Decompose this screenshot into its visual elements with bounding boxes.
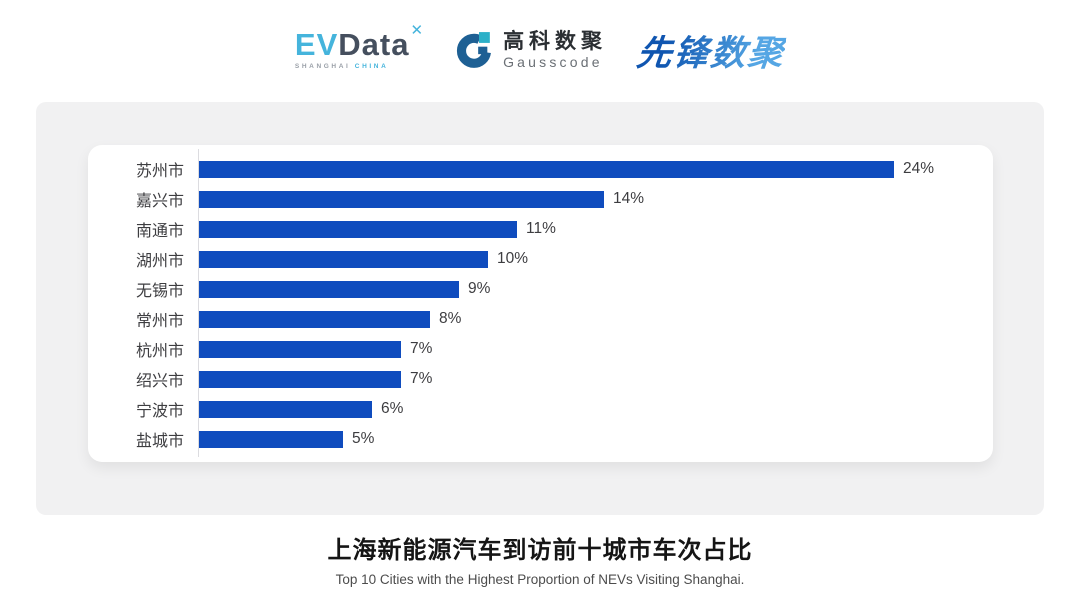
evdata-ev-text: EV: [294, 27, 339, 63]
category-label: 宁波市: [135, 403, 184, 420]
bar-track: 24%: [198, 154, 983, 184]
category-label: 湖州市: [135, 253, 184, 270]
evdata-data-text: Data: [338, 27, 410, 63]
category-label: 苏州市: [135, 163, 184, 180]
value-label: 5%: [352, 430, 375, 447]
evdata-subtext: SHANGHAI CHINA: [295, 64, 424, 71]
evdata-china-text: CHINA: [354, 63, 389, 71]
bar: [198, 190, 604, 208]
gausscode-text: 高科数聚 Gausscode: [503, 31, 607, 69]
bar-track: 9%: [198, 274, 983, 304]
value-label: 9%: [468, 280, 491, 297]
chart-card: 苏州市 24% 嘉兴市 14% 南通市 11% 湖州市 10% 无锡市 9% 常州市 8% 杭州市 7% 绍…: [88, 145, 993, 462]
bar: [198, 310, 430, 328]
gausscode-cn-label: 高科数聚: [503, 30, 608, 53]
bar: [198, 370, 401, 388]
value-label: 7%: [410, 340, 433, 357]
value-label: 8%: [439, 310, 462, 327]
bar-chart: 苏州市 24% 嘉兴市 14% 南通市 11% 湖州市 10% 无锡市 9% 常州市 8% 杭州市 7% 绍…: [88, 145, 993, 462]
bar-track: 11%: [198, 214, 983, 244]
bar: [198, 160, 894, 178]
chart-row: 宁波市 6%: [88, 394, 983, 424]
bar-track: 7%: [198, 364, 983, 394]
chart-title: 上海新能源汽车到访前十城市车次占比: [327, 537, 753, 564]
gausscode-en-label: Gausscode: [503, 54, 603, 70]
axis-line: [198, 149, 199, 457]
category-label: 嘉兴市: [135, 193, 184, 210]
footer: 上海新能源汽车到访前十城市车次占比 Top 10 Cities with the…: [0, 530, 1080, 587]
category-label: 南通市: [135, 223, 184, 240]
pioneer-logo: 先锋数聚: [634, 25, 787, 76]
value-label: 10%: [497, 250, 529, 267]
bar: [198, 280, 459, 298]
value-label: 7%: [410, 370, 433, 387]
chart-row: 无锡市 9%: [88, 274, 983, 304]
bar-track: 6%: [198, 394, 983, 424]
header: EV Data ✕ SHANGHAI CHINA 高科数聚 Gausscode 先锋…: [0, 0, 1080, 100]
evdata-logo: EV Data ✕ SHANGHAI CHINA: [294, 23, 424, 71]
bar: [198, 430, 343, 448]
value-label: 6%: [381, 400, 404, 417]
chart-rows: 苏州市 24% 嘉兴市 14% 南通市 11% 湖州市 10% 无锡市 9% 常州市 8% 杭州市 7% 绍…: [88, 154, 983, 454]
bar-track: 10%: [198, 244, 983, 274]
category-label: 杭州市: [135, 343, 184, 360]
evdata-x-icon: ✕: [410, 22, 425, 40]
value-label: 11%: [526, 220, 556, 237]
category-label: 盐城市: [135, 433, 184, 450]
chart-row: 苏州市 24%: [88, 154, 983, 184]
value-label: 24%: [903, 160, 935, 177]
bar: [198, 250, 488, 268]
bar-track: 8%: [198, 304, 983, 334]
value-label: 14%: [613, 190, 645, 207]
chart-panel: 苏州市 24% 嘉兴市 14% 南通市 11% 湖州市 10% 无锡市 9% 常州市 8% 杭州市 7% 绍…: [36, 102, 1044, 515]
chart-row: 湖州市 10%: [88, 244, 983, 274]
chart-subtitle: Top 10 Cities with the Highest Proportio…: [335, 572, 745, 587]
evdata-wordmark: EV Data ✕: [294, 23, 424, 63]
bar-track: 7%: [198, 334, 983, 364]
category-label: 常州市: [135, 313, 184, 330]
chart-row: 南通市 11%: [88, 214, 983, 244]
chart-row: 杭州市 7%: [88, 334, 983, 364]
bar-track: 14%: [198, 184, 983, 214]
bar: [198, 400, 372, 418]
category-label: 无锡市: [135, 283, 184, 300]
chart-row: 嘉兴市 14%: [88, 184, 983, 214]
bar: [198, 220, 517, 238]
gausscode-logo: 高科数聚 Gausscode: [454, 30, 607, 70]
evdata-shanghai-text: SHANGHAI: [294, 63, 351, 71]
chart-row: 盐城市 5%: [88, 424, 983, 454]
chart-row: 绍兴市 7%: [88, 364, 983, 394]
chart-row: 常州市 8%: [88, 304, 983, 334]
bar: [198, 340, 401, 358]
gausscode-g-icon: [456, 32, 492, 68]
bar-track: 5%: [198, 424, 983, 454]
category-label: 绍兴市: [135, 373, 184, 390]
